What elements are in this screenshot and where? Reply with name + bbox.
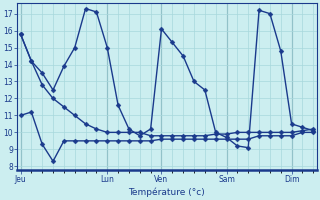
X-axis label: Température (°c): Température (°c) (129, 187, 205, 197)
